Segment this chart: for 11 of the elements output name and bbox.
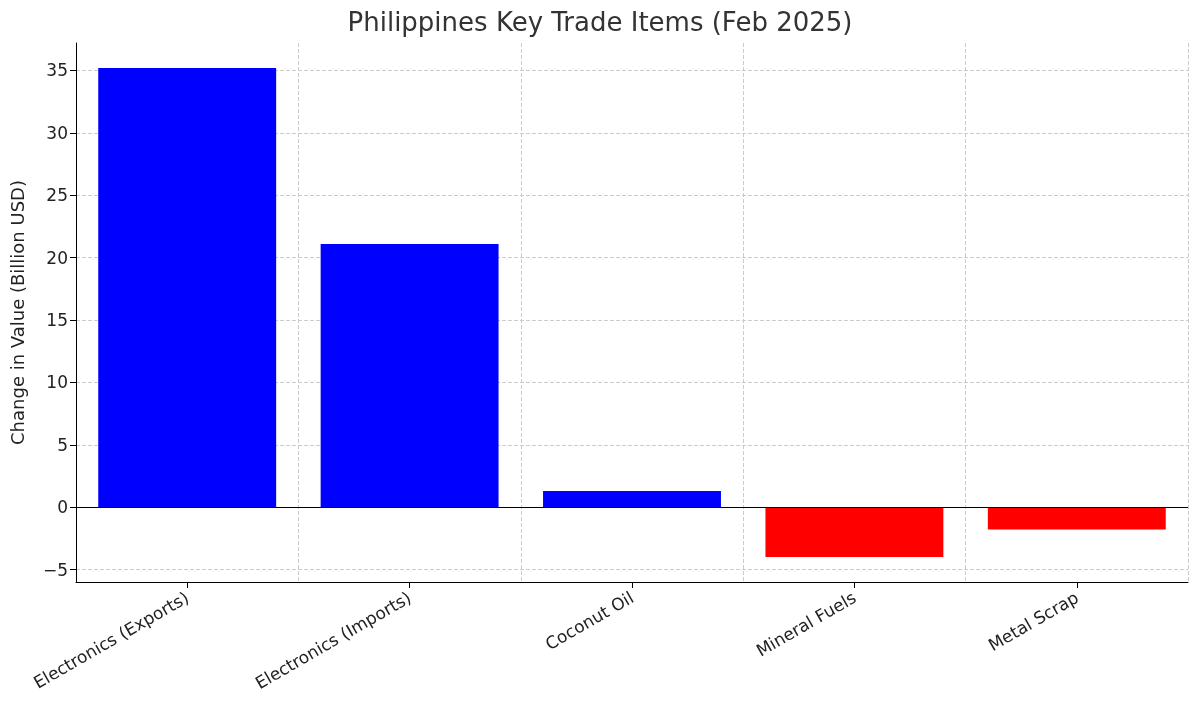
y-tick-label: 0 [57, 497, 68, 518]
y-tick-label: 10 [46, 372, 68, 393]
chart-title: Philippines Key Trade Items (Feb 2025) [347, 7, 853, 37]
y-tick-label: 25 [46, 185, 68, 206]
y-tick-label: −5 [42, 559, 68, 580]
y-tick-label: 30 [46, 122, 68, 143]
y-axis-title: Change in Value (Billion USD) [6, 180, 28, 445]
y-tick-label: 35 [46, 60, 68, 81]
y-tick-label: 20 [46, 247, 68, 268]
y-tick-label: 15 [46, 309, 68, 330]
y-tick-label: 5 [57, 434, 68, 455]
